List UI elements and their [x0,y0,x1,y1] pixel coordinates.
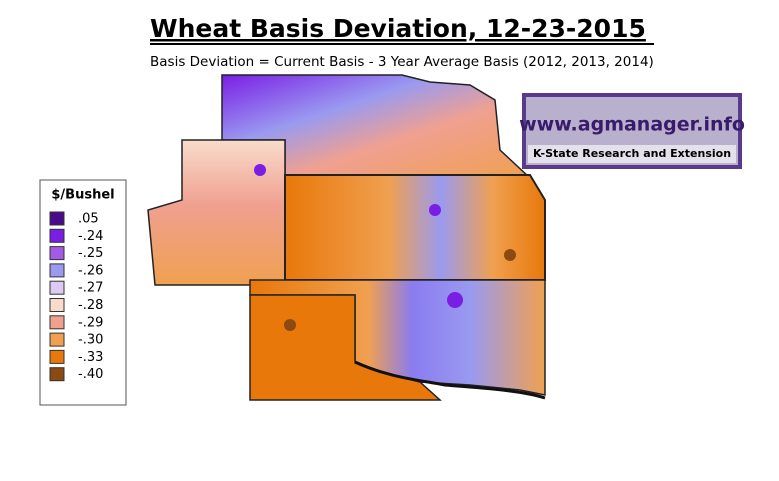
hotspot [254,164,266,176]
legend-swatch [49,367,65,382]
logo-org: K-State Research and Extension [533,147,731,160]
hotspot [284,319,296,331]
legend-label: -.28 [78,298,103,313]
legend-label: -.40 [78,367,103,382]
logo-band [528,145,736,163]
kansas [284,174,546,281]
legend-swatch [49,315,65,330]
legend-label: -.33 [78,350,103,365]
legend-label: -.27 [78,281,103,296]
legend-label: -.26 [78,263,103,278]
subtitle: Basis Deviation = Current Basis - 3 Year… [150,54,654,70]
red-river [354,360,546,400]
legend-title: $/Bushel [51,188,114,203]
legend-label: -.24 [78,229,103,244]
legend-swatch [49,228,65,243]
legend-swatch [49,280,65,295]
legend-swatch [49,246,65,261]
legend-label: -.25 [78,246,103,261]
legend-label: -.30 [78,333,103,348]
legend-swatch [49,263,65,278]
title: Wheat Basis Deviation, 12-23-2015 [150,14,646,43]
legend-label: .05 [78,212,99,227]
hotspot [447,292,463,308]
colorado [147,139,286,286]
hotspot [504,249,516,261]
legend-swatch [49,211,65,226]
legend-label: -.29 [78,315,103,330]
hotspot [429,204,441,216]
logo-url: www.agmanager.info [519,114,745,136]
legend-swatch [49,349,65,364]
legend-swatch [49,332,65,347]
legend-items: .05 -.24 -.25 -.26 -.27 -.28 -.29 -.30 -.33 -.40 [49,211,103,382]
legend-swatch [49,298,65,312]
